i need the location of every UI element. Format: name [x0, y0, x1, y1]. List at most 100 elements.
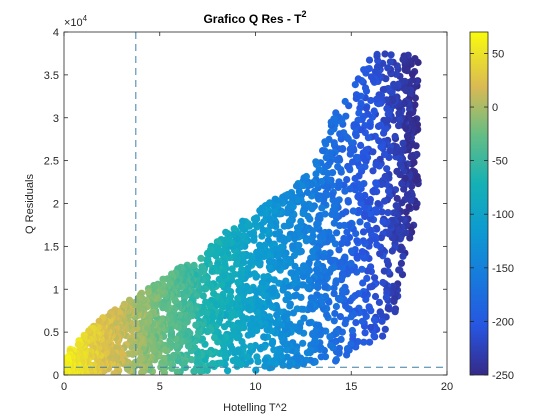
colorbar: [469, 31, 489, 376]
scatter-point: [379, 332, 387, 340]
scatter-point: [309, 247, 317, 255]
scatter-point: [372, 161, 380, 169]
scatter-point: [203, 249, 212, 257]
scatter-point: [299, 273, 307, 281]
scatter-point: [383, 105, 391, 113]
scatter-point: [173, 368, 181, 375]
y-tick-label: 2: [53, 199, 59, 211]
scatter-point: [270, 346, 278, 354]
scatter-point: [403, 132, 411, 140]
scatter-point: [359, 228, 368, 236]
scatter-point: [386, 147, 394, 155]
scatter-point: [372, 179, 380, 187]
scatter-point: [344, 162, 352, 171]
scatter-point: [380, 267, 388, 275]
scatter-point: [332, 302, 340, 311]
scatter-point: [369, 187, 377, 195]
scatter-point: [265, 263, 273, 271]
scatter-point: [354, 193, 362, 201]
scatter-point: [343, 351, 351, 359]
scatter-point: [236, 243, 244, 251]
scatter-point: [64, 370, 68, 375]
scatter-point: [357, 141, 365, 149]
scatter-point: [286, 302, 294, 310]
scatter-point: [224, 367, 232, 375]
scatter-point: [358, 317, 366, 325]
y-tick-label: 4: [53, 27, 59, 39]
scatter-point: [253, 248, 261, 256]
scatter-point: [289, 242, 297, 250]
x-axis-ticks: 0 5 10 15 20: [61, 32, 453, 393]
scatter-point: [326, 333, 334, 341]
x-tick-label: 15: [345, 381, 357, 393]
scatter-point: [387, 51, 395, 59]
scatter-point: [332, 109, 340, 117]
scatter-point: [390, 209, 398, 217]
scatter-point: [305, 276, 313, 285]
scatter-point: [198, 263, 206, 271]
scatter-point: [265, 257, 273, 265]
scatter-point: [237, 222, 246, 230]
scatter-point: [287, 269, 295, 277]
y-tick-label: 2.5: [44, 156, 59, 168]
scatter-point: [256, 241, 264, 249]
scatter-point: [358, 248, 366, 256]
scatter-point: [295, 188, 303, 196]
scatter-point: [334, 182, 342, 190]
scatter-point: [299, 339, 307, 347]
scatter-point: [95, 317, 103, 325]
scatter-point: [367, 73, 376, 81]
scatter-point: [190, 367, 198, 375]
scatter-point: [330, 219, 338, 227]
scatter-point: [253, 353, 261, 361]
scatter-point: [367, 96, 375, 105]
scatter-point: [367, 323, 375, 332]
y-tick-label: 0.5: [44, 327, 59, 339]
colorbar-tick-label: -200: [492, 316, 514, 328]
scatter-point: [224, 304, 232, 312]
scatter-point: [345, 233, 354, 241]
scatter-point: [250, 215, 258, 223]
scatter-point: [377, 234, 385, 242]
scatter-point: [363, 267, 372, 275]
scatter-point: [334, 294, 342, 303]
scatter-points: [64, 50, 422, 375]
scatter-point: [381, 50, 389, 58]
scatter-point: [305, 319, 313, 327]
scatter-point: [234, 278, 242, 286]
scatter-point: [261, 362, 269, 370]
scatter-point: [351, 174, 359, 183]
scatter-point: [352, 319, 360, 327]
y-tick-label: 0: [53, 370, 59, 382]
y-tick-label: 3.5: [44, 70, 59, 82]
scatter-point: [230, 225, 238, 233]
scatter-point: [398, 199, 406, 207]
scatter-point: [371, 274, 379, 282]
scatter-point: [379, 86, 387, 94]
scatter-point: [199, 292, 207, 300]
scatter-point: [244, 331, 252, 339]
scatter-point: [268, 340, 276, 348]
y-axis-label: Q Residuals: [24, 174, 36, 234]
scatter-point: [247, 326, 255, 334]
scatter-point: [280, 313, 288, 322]
colorbar-ticks: 50 0 -50 -100 -150 -200 -250: [470, 48, 514, 382]
scatter-point: [383, 257, 391, 265]
scatter-point: [384, 187, 393, 195]
scatter-point: [282, 296, 290, 304]
scatter-point: [330, 284, 338, 292]
scatter-point: [246, 320, 254, 329]
scatter-point: [362, 104, 370, 112]
scatter-point: [407, 153, 415, 161]
scatter-point: [197, 254, 205, 262]
scatter-point: [370, 316, 378, 324]
scatter-point: [365, 303, 373, 311]
scatter-point: [279, 286, 287, 294]
scatter-point: [318, 204, 326, 212]
x-axis-label: Hotelling T^2: [223, 402, 287, 414]
scatter-point: [391, 132, 399, 141]
colorbar-tick-label: -250: [492, 370, 514, 382]
scatter-point: [395, 122, 403, 130]
scatter-point: [399, 252, 407, 260]
scatter-point: [303, 349, 311, 357]
